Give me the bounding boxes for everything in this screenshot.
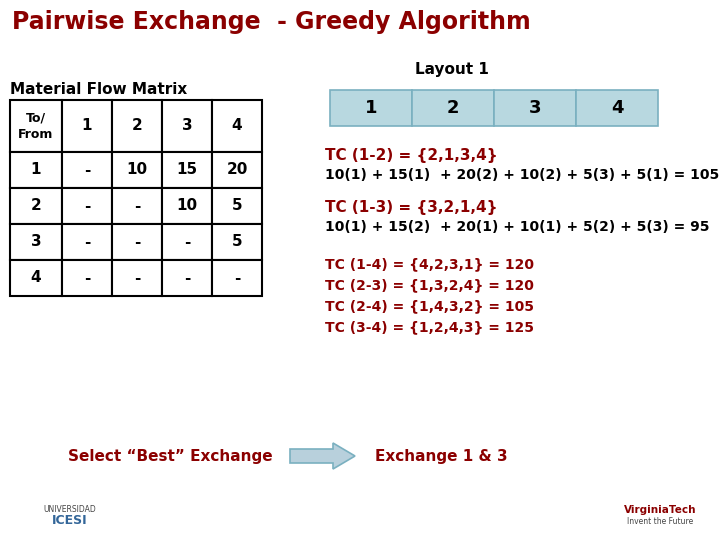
Text: 2: 2 [132, 118, 143, 133]
Text: -: - [184, 234, 190, 249]
Text: Layout 1: Layout 1 [415, 62, 489, 77]
Bar [62, 100, 112, 152]
Text: 10(1) + 15(2)  + 20(1) + 10(1) + 5(2) + 5(3) = 95: 10(1) + 15(2) + 20(1) + 10(1) + 5(2) + 5… [325, 220, 709, 234]
Bar [576, 90, 658, 126]
Bar [112, 100, 162, 152]
Bar [112, 224, 162, 260]
Bar [212, 260, 262, 296]
Bar [62, 260, 112, 296]
Text: TC (1-4) = {4,2,3,1} = 120: TC (1-4) = {4,2,3,1} = 120 [325, 257, 534, 271]
Text: 4: 4 [611, 99, 624, 117]
Bar [10, 100, 62, 152]
Text: TC (1-3) = {3,2,1,4}: TC (1-3) = {3,2,1,4} [325, 200, 498, 215]
Text: 4: 4 [232, 118, 243, 133]
Text: -: - [234, 271, 240, 286]
Bar [212, 100, 262, 152]
Text: 10: 10 [176, 199, 197, 213]
Bar [10, 260, 62, 296]
Bar [112, 152, 162, 188]
Bar [162, 260, 212, 296]
Text: Pairwise Exchange  - Greedy Algorithm: Pairwise Exchange - Greedy Algorithm [12, 10, 531, 34]
Text: TC (3-4) = {1,2,4,3} = 125: TC (3-4) = {1,2,4,3} = 125 [325, 320, 534, 334]
Text: 10: 10 [127, 163, 148, 178]
Text: 4: 4 [31, 271, 41, 286]
Bar [212, 152, 262, 188]
Text: 20: 20 [226, 163, 248, 178]
Text: -: - [184, 271, 190, 286]
Bar [162, 224, 212, 260]
Text: Material Flow Matrix: Material Flow Matrix [10, 82, 187, 97]
Text: TC (2-4) = {1,4,3,2} = 105: TC (2-4) = {1,4,3,2} = 105 [325, 299, 534, 313]
Text: 1: 1 [82, 118, 92, 133]
Text: -: - [134, 271, 140, 286]
Text: 5: 5 [232, 199, 243, 213]
Bar [412, 90, 494, 126]
Text: -: - [134, 234, 140, 249]
Bar [62, 152, 112, 188]
Text: 10(1) + 15(1)  + 20(2) + 10(2) + 5(3) + 5(1) = 105: 10(1) + 15(1) + 20(2) + 10(2) + 5(3) + 5… [325, 168, 719, 182]
Bar [162, 152, 212, 188]
Text: 3: 3 [181, 118, 192, 133]
Bar [330, 90, 412, 126]
Text: -: - [84, 234, 90, 249]
Text: 2: 2 [446, 99, 459, 117]
Text: -: - [134, 199, 140, 213]
Bar [62, 188, 112, 224]
Bar [10, 224, 62, 260]
Bar [10, 152, 62, 188]
Text: 1: 1 [365, 99, 377, 117]
Text: ICESI: ICESI [52, 514, 88, 526]
Bar [494, 90, 576, 126]
Text: To/
From: To/ From [18, 111, 54, 140]
Text: -: - [84, 163, 90, 178]
Bar [10, 188, 62, 224]
Bar [112, 260, 162, 296]
Text: TC (2-3) = {1,3,2,4} = 120: TC (2-3) = {1,3,2,4} = 120 [325, 278, 534, 292]
Bar [112, 188, 162, 224]
Bar [162, 188, 212, 224]
Text: UNIVERSIDAD: UNIVERSIDAD [44, 505, 96, 515]
Text: 3: 3 [31, 234, 41, 249]
Text: 2: 2 [31, 199, 41, 213]
FancyArrow shape [290, 443, 355, 469]
Text: 15: 15 [176, 163, 197, 178]
Bar [212, 224, 262, 260]
Text: Invent the Future: Invent the Future [627, 517, 693, 526]
Text: 1: 1 [31, 163, 41, 178]
Text: -: - [84, 271, 90, 286]
Text: 3: 3 [528, 99, 541, 117]
Text: TC (1-2) = {2,1,3,4}: TC (1-2) = {2,1,3,4} [325, 148, 498, 163]
Text: VirginiaTech: VirginiaTech [624, 505, 696, 515]
Text: Exchange 1 & 3: Exchange 1 & 3 [375, 449, 508, 463]
Text: 5: 5 [232, 234, 243, 249]
Bar [162, 100, 212, 152]
Text: Select “Best” Exchange: Select “Best” Exchange [68, 449, 273, 463]
Bar [212, 188, 262, 224]
Bar [62, 224, 112, 260]
Text: -: - [84, 199, 90, 213]
